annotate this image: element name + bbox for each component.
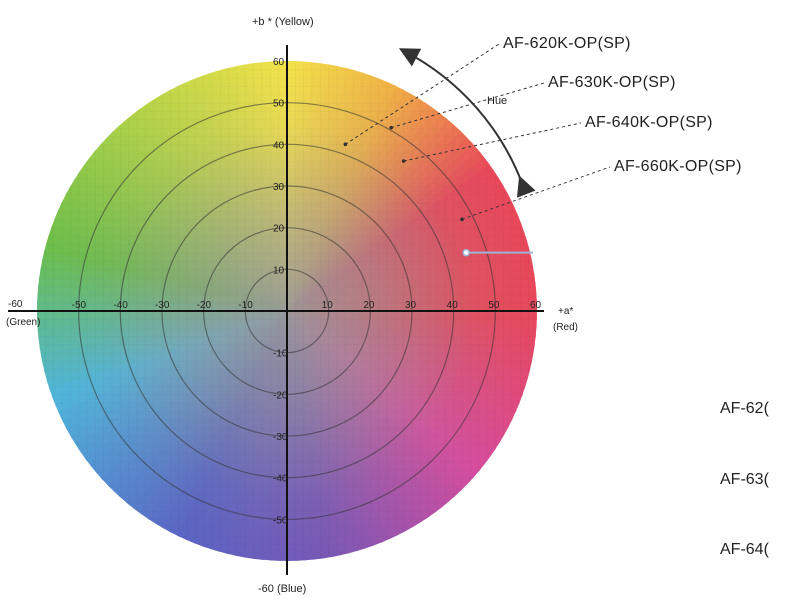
b-axis-tick-label: -10 [273,349,288,360]
b-axis-tick-label: 40 [273,140,285,151]
b-axis-tick-label: -50 [273,515,288,526]
a-axis-tick-label: 50 [488,300,500,311]
product-label: AF-640K-OP(SP) [585,114,713,131]
product-leader-line [391,82,545,129]
a-axis-tick-label: -30 [155,300,170,311]
product-label: AF-630K-OP(SP) [548,74,676,91]
b-axis-tick-label: 60 [273,57,285,68]
product-point [389,125,393,130]
a-axis-positive-sublabel: (Red) [553,322,578,333]
a-axis-tick-label: 30 [405,300,417,311]
b-axis-positive-label: +b * (Yellow) [252,16,314,28]
product-label: AF-660K-OP(SP) [614,158,742,175]
cutoff-product-label: AF-63( [720,471,770,488]
a-axis-tick-label: -10 [238,300,253,311]
product-point [401,159,406,163]
product-leader-line [345,43,500,145]
a-axis-negative-sublabel: (Green) [6,317,40,328]
a-axis-tick-label: 60 [530,300,542,311]
b-axis-tick-label: 30 [273,182,285,193]
b-axis-tick-labels: 60 50 40 30 20 10 -10 -20 -30 -40 -50 [273,57,288,526]
b-axis-tick-label: -30 [273,432,288,443]
a-axis-tick-label: -50 [72,300,87,311]
b-axis-tick-label: 50 [273,99,285,110]
a-axis-positive-label: +a* [558,306,573,317]
product-point [343,142,348,147]
cutoff-labels: AF-62( AF-63( AF-64( [720,400,770,558]
b-axis-negative-label: -60 (Blue) [258,583,306,595]
product-point [460,217,464,222]
hue-label: Hue [487,95,507,107]
product-leader-line [461,166,611,220]
hue-arrow [398,48,536,198]
a-axis-tick-label: 40 [447,300,459,311]
b-axis-tick-label: -40 [273,474,288,485]
a-axis-tick-label: -20 [197,300,212,311]
product-leader-line [403,122,582,162]
cutoff-product-label: AF-62( [720,400,770,417]
selection-marker [462,248,533,257]
a-axis-tick-label: -40 [113,300,128,311]
b-axis-tick-label: 10 [273,265,285,276]
a-axis-tick-label: 20 [363,300,375,311]
product-callouts: AF-620K-OP(SP) AF-630K-OP(SP) AF-640K-OP(S… [343,35,742,222]
a-axis-tick-label: 10 [322,300,334,311]
b-axis-tick-label: 20 [273,224,285,235]
product-label: AF-620K-OP(SP) [503,35,631,52]
a-axis-negative-label: -60 [8,299,23,310]
a-axis-tick-labels: -50 -40 -30 -20 -10 10 20 30 40 50 60 [72,300,542,311]
marker-dot [462,248,470,257]
b-axis-tick-label: -20 [273,390,288,401]
cutoff-product-label: AF-64( [720,541,770,558]
